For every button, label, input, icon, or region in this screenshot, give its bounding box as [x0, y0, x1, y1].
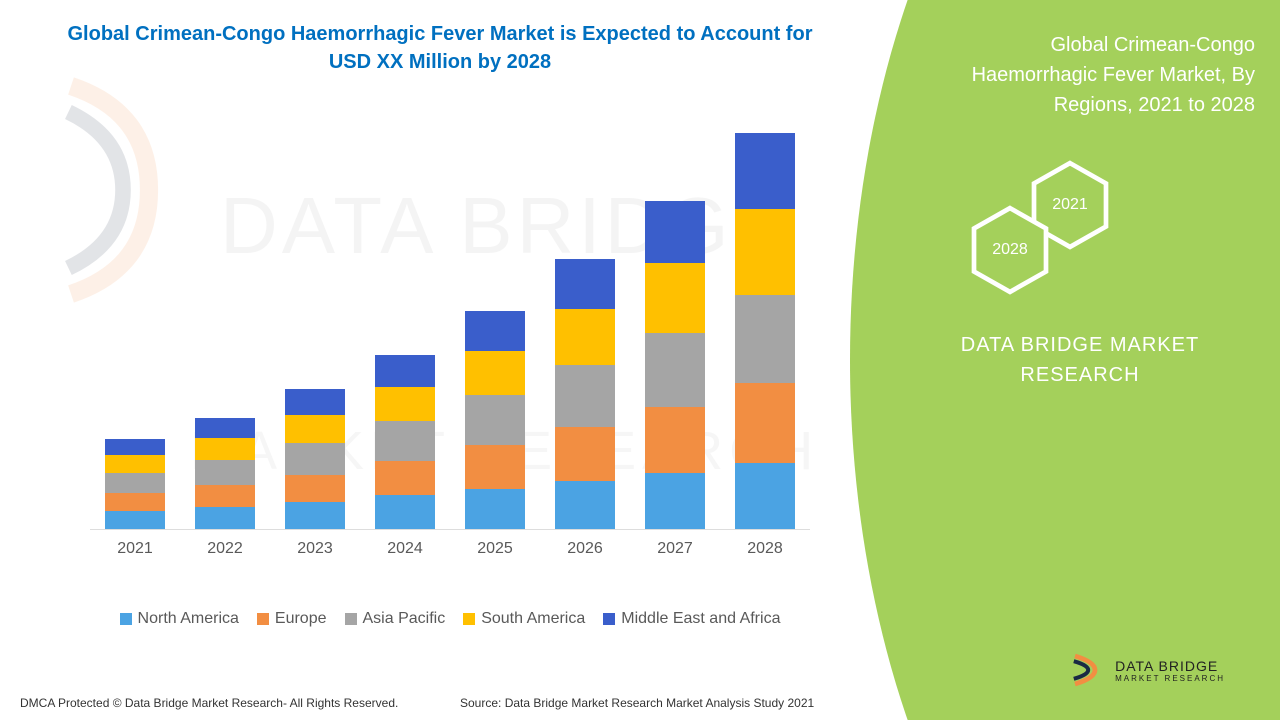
side-brand-text: DATA BRIDGE MARKET RESEARCH: [950, 330, 1210, 390]
bar-group: [375, 355, 435, 529]
bar-segment: [375, 461, 435, 495]
footer-copyright: DMCA Protected © Data Bridge Market Rese…: [20, 696, 398, 710]
x-axis-label: 2026: [555, 540, 615, 558]
x-axis-label: 2023: [285, 540, 345, 558]
bar-segment: [555, 365, 615, 427]
legend-swatch: [257, 613, 269, 625]
bar-segment: [375, 355, 435, 387]
bar-segment: [195, 418, 255, 438]
legend-item: North America: [120, 610, 239, 628]
bar-segment: [375, 495, 435, 529]
bar-segment: [105, 439, 165, 455]
bar-segment: [465, 489, 525, 529]
bar-segment: [285, 415, 345, 443]
bar-segment: [645, 407, 705, 473]
side-panel: Global Crimean-Congo Haemorrhagic Fever …: [850, 0, 1280, 720]
legend-label: North America: [138, 610, 239, 628]
bar-segment: [105, 493, 165, 511]
bar-group: [465, 311, 525, 529]
legend-label: South America: [481, 610, 585, 628]
x-axis-labels: 2021 2022 2023 2024 2025 2026 2027 2028: [90, 540, 810, 558]
bar-segment: [645, 263, 705, 333]
bar-segment: [105, 455, 165, 473]
bar-segment: [645, 333, 705, 407]
bar-segment: [375, 421, 435, 461]
databridge-logo-subtext: MARKET RESEARCH: [1115, 674, 1225, 683]
bar-segment: [555, 481, 615, 529]
legend-item: Asia Pacific: [345, 610, 446, 628]
bar-segment: [285, 443, 345, 475]
footer-source: Source: Data Bridge Market Research Mark…: [460, 696, 814, 710]
legend-swatch: [603, 613, 615, 625]
x-axis-label: 2022: [195, 540, 255, 558]
x-axis-label: 2024: [375, 540, 435, 558]
main-chart-area: DATA BRIDGE MARKET RESEARCH Global Crime…: [0, 0, 880, 720]
hexagon-badges: 2021 2028: [960, 160, 1160, 310]
bar-segment: [285, 389, 345, 415]
bar-group: [735, 133, 795, 529]
bars-area: [90, 130, 810, 530]
bar-segment: [645, 201, 705, 263]
x-axis-label: 2025: [465, 540, 525, 558]
side-panel-title: Global Crimean-Congo Haemorrhagic Fever …: [955, 30, 1255, 120]
bar-segment: [465, 351, 525, 395]
bar-segment: [735, 133, 795, 209]
databridge-logo-text: DATA BRIDGE: [1115, 658, 1225, 674]
bar-segment: [285, 475, 345, 502]
bar-segment: [735, 383, 795, 463]
bar-group: [285, 389, 345, 529]
databridge-logo-text-wrap: DATA BRIDGE MARKET RESEARCH: [1115, 658, 1225, 683]
bar-group: [105, 439, 165, 529]
bar-segment: [195, 485, 255, 507]
hexagon-2028: 2028: [970, 205, 1050, 295]
legend-item: Europe: [257, 610, 327, 628]
bar-group: [195, 418, 255, 529]
legend-label: Middle East and Africa: [621, 610, 780, 628]
bar-segment: [105, 511, 165, 529]
hexagon-2028-label: 2028: [992, 241, 1028, 259]
bar-segment: [555, 309, 615, 365]
databridge-logo: DATA BRIDGE MARKET RESEARCH: [1065, 650, 1225, 690]
bar-segment: [465, 445, 525, 489]
hexagon-2021-label: 2021: [1052, 196, 1088, 214]
legend-label: Asia Pacific: [363, 610, 446, 628]
legend-label: Europe: [275, 610, 327, 628]
bar-segment: [195, 460, 255, 485]
legend-swatch: [345, 613, 357, 625]
bar-segment: [645, 473, 705, 529]
bar-segment: [555, 259, 615, 309]
bar-segment: [285, 502, 345, 529]
databridge-logo-icon: [1065, 650, 1105, 690]
bar-segment: [735, 463, 795, 529]
legend-item: South America: [463, 610, 585, 628]
x-axis-label: 2027: [645, 540, 705, 558]
chart-container: 2021 2022 2023 2024 2025 2026 2027 2028: [90, 130, 810, 570]
legend-swatch: [463, 613, 475, 625]
bar-segment: [195, 438, 255, 460]
legend-swatch: [120, 613, 132, 625]
bar-segment: [735, 295, 795, 383]
bar-group: [645, 201, 705, 529]
bar-group: [555, 259, 615, 529]
bar-segment: [195, 507, 255, 529]
x-axis-label: 2028: [735, 540, 795, 558]
chart-legend: North America Europe Asia Pacific South Ame…: [90, 610, 810, 628]
bar-segment: [735, 209, 795, 295]
x-axis-label: 2021: [105, 540, 165, 558]
bar-segment: [375, 387, 435, 421]
bar-segment: [465, 395, 525, 445]
bar-segment: [105, 473, 165, 493]
bar-segment: [555, 427, 615, 481]
bar-segment: [465, 311, 525, 351]
legend-item: Middle East and Africa: [603, 610, 780, 628]
